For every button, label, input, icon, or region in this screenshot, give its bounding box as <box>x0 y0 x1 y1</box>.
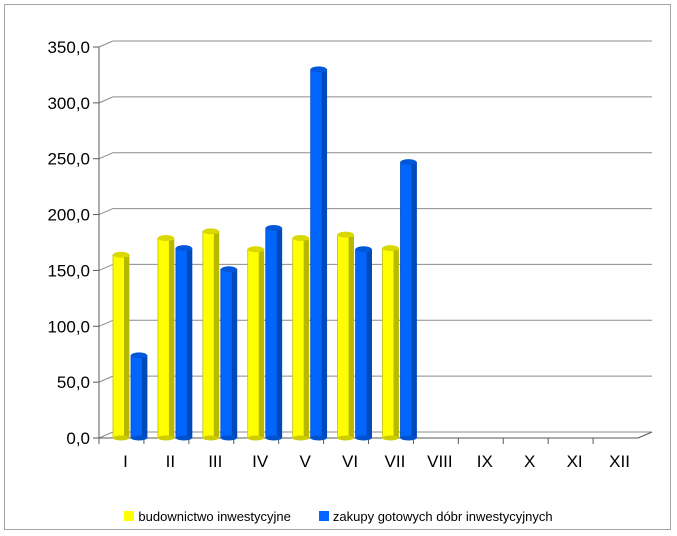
bar-side <box>258 251 264 438</box>
x-tick-label: V <box>299 452 311 471</box>
bar-top <box>310 66 327 73</box>
bar-base <box>355 435 372 441</box>
bar-top <box>265 224 282 231</box>
x-tick-label: X <box>524 452 535 471</box>
bar-base <box>220 435 237 441</box>
bar-top <box>292 235 309 242</box>
bar-yellow <box>202 228 220 441</box>
bar-yellow <box>247 246 265 441</box>
gridline-diag <box>98 263 114 271</box>
bar-side <box>168 240 174 438</box>
x-tick-label: III <box>208 452 222 471</box>
bar-top <box>400 159 417 166</box>
bar-blue <box>265 224 283 441</box>
bar-top <box>220 266 237 273</box>
bar-top <box>175 245 192 252</box>
bar-top <box>247 246 264 253</box>
bar-base <box>157 435 174 441</box>
gridline-diag <box>98 40 114 48</box>
x-tick-label: VI <box>342 452 358 471</box>
bar-yellow <box>382 245 399 441</box>
bar-base <box>292 435 309 441</box>
legend-item-series-2: zakupy gotowych dóbr inwestycyjnych <box>318 508 553 524</box>
x-tick-label: XI <box>567 452 583 471</box>
bar-blue <box>175 245 193 441</box>
y-tick-label: 0,0 <box>66 429 90 448</box>
bar-side <box>124 256 129 438</box>
bar-top <box>382 245 399 252</box>
bar-blue <box>355 246 372 441</box>
bar-base <box>202 435 219 441</box>
bar-side <box>411 164 417 438</box>
gridline-diag <box>98 152 114 160</box>
legend-label-series-1: budownictwo inwestycyjne <box>138 508 291 524</box>
gridline-diag <box>98 208 114 216</box>
bar-side <box>186 250 192 438</box>
bar-side <box>231 271 237 438</box>
bar-base <box>131 435 147 441</box>
bar-base <box>247 435 264 441</box>
bar-side <box>213 233 219 438</box>
bar-yellow <box>157 235 175 441</box>
bar-blue <box>400 159 417 441</box>
x-tick-label: VII <box>385 452 406 471</box>
x-tick-label: IX <box>477 452 493 471</box>
x-tick-label: II <box>166 452 175 471</box>
bar-blue <box>310 66 328 441</box>
bar-blue <box>130 352 148 441</box>
bar-yellow <box>337 231 354 441</box>
x-tick-label: XII <box>609 452 630 471</box>
gridline-diag <box>98 96 114 104</box>
bar-top <box>157 235 174 242</box>
bar-side <box>142 357 147 438</box>
y-tick-label: 250,0 <box>47 150 90 169</box>
bar-base <box>310 435 327 441</box>
bar-yellow <box>292 235 310 441</box>
legend-swatch-series-2 <box>318 511 329 521</box>
bar-side <box>321 71 327 438</box>
y-tick-label: 200,0 <box>47 206 90 225</box>
bar-base <box>400 435 417 441</box>
y-tick-label: 150,0 <box>47 261 90 280</box>
gridline-diag <box>98 375 114 383</box>
y-tick-label: 50,0 <box>57 373 90 392</box>
legend: budownictwo inwestycyjne zakupy gotowych… <box>0 504 677 528</box>
bar-base <box>175 435 192 441</box>
x-axis-depth <box>637 431 653 439</box>
bar-top <box>131 352 147 359</box>
gridline-diag <box>98 431 114 439</box>
bar-top <box>337 231 354 238</box>
bar-base <box>337 435 354 441</box>
bar-yellow <box>112 251 130 441</box>
x-tick-label: I <box>123 452 128 471</box>
bar-side <box>366 251 372 438</box>
y-tick-label: 100,0 <box>47 317 90 336</box>
bar-base <box>382 435 399 441</box>
bar-base <box>265 435 282 441</box>
legend-swatch-series-1 <box>124 511 135 521</box>
bar-side <box>348 236 354 438</box>
bar-layer <box>112 66 417 441</box>
x-tick-label: VIII <box>427 452 453 471</box>
bar-top <box>202 228 219 235</box>
gridline-diag <box>98 319 114 327</box>
bar-side <box>393 250 399 438</box>
y-tick-label: 300,0 <box>47 94 90 113</box>
x-tick-label: IV <box>252 452 269 471</box>
y-tick-label: 350,0 <box>47 38 90 57</box>
bar-top <box>113 251 129 258</box>
bar-side <box>276 229 282 438</box>
bar-blue <box>220 266 238 441</box>
legend-label-series-2: zakupy gotowych dóbr inwestycyjnych <box>332 508 553 524</box>
bar-base <box>113 435 129 441</box>
legend-item-series-1: budownictwo inwestycyjne <box>124 508 291 524</box>
bar-side <box>303 240 309 438</box>
bar-top <box>355 246 372 253</box>
